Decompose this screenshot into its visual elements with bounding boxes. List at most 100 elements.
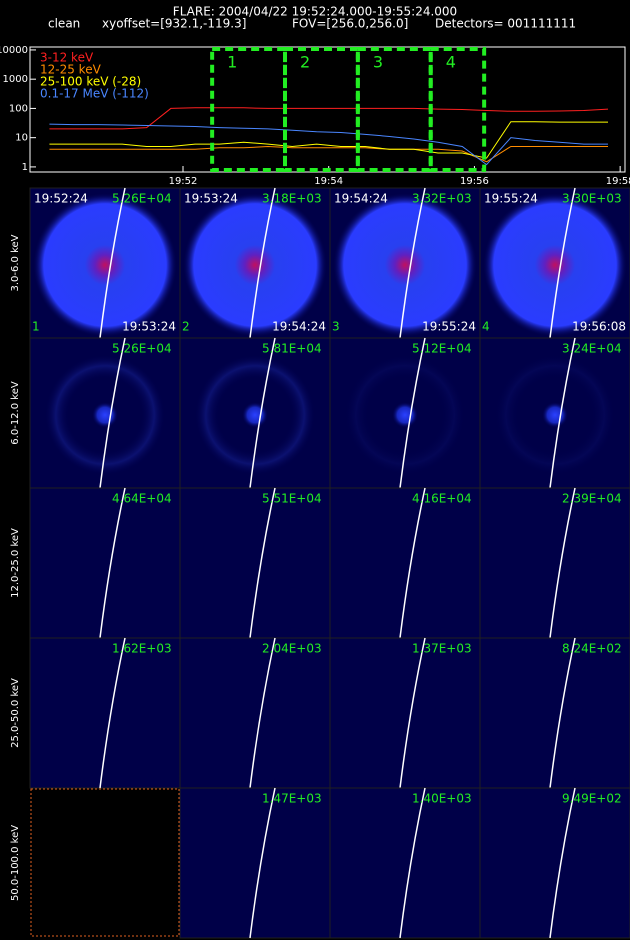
- source-spot: [542, 402, 568, 428]
- energy-label: 6.0-12.0 keV: [10, 381, 21, 445]
- max-value: 3.30E+03: [562, 192, 622, 206]
- source-disk: [33, 193, 177, 337]
- y-tick-label: 10: [15, 133, 28, 144]
- max-value: 1.62E+03: [112, 642, 172, 656]
- end-time: 19:53:24: [122, 320, 176, 334]
- plot-frame: [29, 46, 626, 173]
- interval-number: 3: [373, 53, 383, 72]
- start-time: 19:53:24: [184, 192, 238, 206]
- cell-index: 4: [482, 320, 490, 334]
- series-line: [49, 107, 609, 130]
- cell-index: 3: [332, 320, 340, 334]
- legend-entry: 25-100 keV (-28): [40, 75, 141, 89]
- x-tick-label: 19:54: [314, 176, 343, 187]
- cell-index: 1: [32, 320, 40, 334]
- max-value: 5.26E+04: [112, 192, 172, 206]
- solar-limb: [249, 487, 276, 639]
- source-disk: [183, 193, 327, 337]
- series-line: [49, 145, 608, 163]
- cell-index: 2: [182, 320, 190, 334]
- max-value: 8.24E+02: [562, 642, 622, 656]
- image-cell: [29, 487, 181, 639]
- solar-limb: [549, 337, 576, 489]
- detectors: Detectors= 001111111: [435, 17, 576, 31]
- start-time: 19:52:24: [34, 192, 88, 206]
- x-tick-label: 19:52: [169, 176, 198, 187]
- max-value: 3.24E+04: [562, 342, 622, 356]
- image-cell: [179, 487, 331, 639]
- image-cell: [329, 637, 481, 789]
- legend-entry: 0.1-17 MeV (-112): [40, 87, 149, 101]
- energy-label: 3.0-6.0 keV: [10, 234, 21, 291]
- series-line: [49, 121, 608, 159]
- solar-limb: [249, 787, 276, 939]
- y-tick-label: 1000: [3, 74, 28, 85]
- solar-limb: [399, 637, 426, 789]
- solar-limb: [99, 337, 126, 489]
- end-time: 19:56:08: [572, 320, 626, 334]
- max-value: 2.39E+04: [562, 492, 622, 506]
- max-value: 2.04E+03: [262, 642, 322, 656]
- energy-label: 25.0-50.0 keV: [10, 678, 21, 748]
- max-value: 1.37E+03: [412, 642, 472, 656]
- image-cell: [29, 637, 181, 789]
- interval-box: [283, 47, 360, 172]
- solar-limb: [249, 637, 276, 789]
- max-value: 5.12E+04: [412, 342, 472, 356]
- interval-number: 4: [446, 53, 456, 72]
- max-value: 5.26E+04: [112, 342, 172, 356]
- x-tick-label: 19:56: [460, 176, 489, 187]
- solar-limb: [249, 187, 276, 339]
- max-value: 1.40E+03: [412, 792, 472, 806]
- x-tick-label: 19:58: [606, 176, 630, 187]
- energy-label: 50.0-100.0 keV: [10, 825, 21, 901]
- max-value: 5.51E+04: [262, 492, 322, 506]
- interval-number: 2: [300, 53, 310, 72]
- solar-limb: [399, 487, 426, 639]
- max-value: 5.81E+04: [262, 342, 322, 356]
- max-value: 9.49E+02: [562, 792, 622, 806]
- image-cell: [179, 787, 331, 939]
- solar-limb: [399, 787, 426, 939]
- image-cell: [329, 787, 481, 939]
- empty-cell: [30, 788, 180, 937]
- start-time: 19:54:24: [334, 192, 388, 206]
- solar-limb: [399, 337, 426, 489]
- solar-limb: [549, 637, 576, 789]
- y-tick-label: 1: [22, 162, 28, 173]
- fov: FOV=[256.0,256.0]: [292, 17, 408, 31]
- source-disk: [333, 193, 477, 337]
- interval-box: [210, 47, 287, 172]
- xyoffset: xyoffset=[932.1,-119.3]: [102, 17, 246, 31]
- image-cell: [479, 637, 630, 789]
- max-value: 4.16E+04: [412, 492, 472, 506]
- max-value: 1.47E+03: [262, 792, 322, 806]
- image-cell: [179, 637, 331, 789]
- source-spot: [242, 402, 268, 428]
- legend-entry: 12-25 keV: [40, 63, 102, 77]
- end-time: 19:54:24: [272, 320, 326, 334]
- source-disk: [483, 193, 627, 337]
- source-spot: [392, 402, 418, 428]
- solar-limb: [549, 187, 576, 339]
- series-line: [49, 123, 608, 166]
- image-cell: [479, 487, 630, 639]
- solar-limb: [549, 787, 576, 939]
- image-cell: [329, 487, 481, 639]
- max-value: 4.64E+04: [112, 492, 172, 506]
- y-tick-label: 100: [9, 103, 28, 114]
- end-time: 19:55:24: [422, 320, 476, 334]
- solar-limb: [99, 487, 126, 639]
- solar-limb: [99, 187, 126, 339]
- solar-limb: [99, 637, 126, 789]
- legend-entry: 3-12 keV: [40, 51, 94, 65]
- start-time: 19:55:24: [484, 192, 538, 206]
- source-spot: [92, 402, 118, 428]
- interval-box: [428, 47, 487, 172]
- mode: clean: [48, 17, 80, 31]
- max-value: 3.18E+03: [262, 192, 322, 206]
- interval-number: 1: [227, 53, 237, 72]
